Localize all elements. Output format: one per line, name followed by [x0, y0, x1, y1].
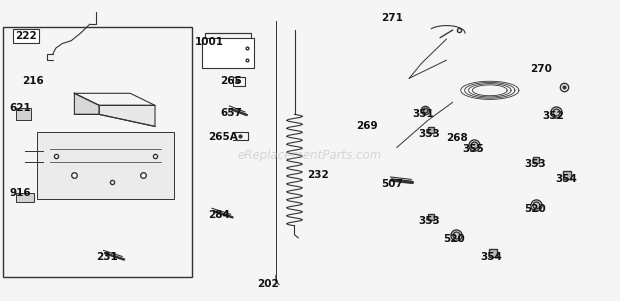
Text: 216: 216: [22, 76, 43, 86]
Text: 265A: 265A: [208, 132, 237, 142]
Text: 657: 657: [220, 108, 242, 118]
Text: 232: 232: [307, 169, 329, 180]
Bar: [16, 108, 31, 120]
Text: 354: 354: [480, 252, 502, 262]
Bar: [37, 132, 174, 199]
Text: 520: 520: [443, 234, 465, 244]
Text: 269: 269: [356, 121, 378, 132]
Bar: [16, 193, 34, 202]
Text: 355: 355: [462, 144, 484, 154]
Text: 353: 353: [418, 129, 440, 139]
Text: 271: 271: [381, 13, 403, 23]
Text: 353: 353: [524, 159, 546, 169]
Text: 270: 270: [530, 64, 552, 74]
Text: 354: 354: [555, 174, 577, 184]
Text: 231: 231: [96, 252, 118, 262]
Text: 202: 202: [257, 279, 279, 290]
Bar: [3, 27, 192, 277]
Polygon shape: [74, 93, 99, 114]
Polygon shape: [99, 105, 155, 126]
Text: 351: 351: [412, 109, 434, 119]
Text: 284: 284: [208, 210, 229, 220]
Text: 621: 621: [9, 103, 31, 113]
Text: 520: 520: [524, 204, 546, 214]
Text: 268: 268: [446, 133, 468, 144]
Bar: [202, 38, 254, 68]
Text: 353: 353: [418, 216, 440, 226]
Text: 265: 265: [220, 76, 242, 86]
Text: 507: 507: [381, 178, 403, 189]
Text: 916: 916: [9, 188, 31, 198]
Text: 222: 222: [16, 31, 37, 41]
Text: 352: 352: [542, 111, 564, 121]
Text: eReplacementParts.com: eReplacementParts.com: [238, 148, 382, 162]
Text: 1001: 1001: [195, 37, 224, 47]
